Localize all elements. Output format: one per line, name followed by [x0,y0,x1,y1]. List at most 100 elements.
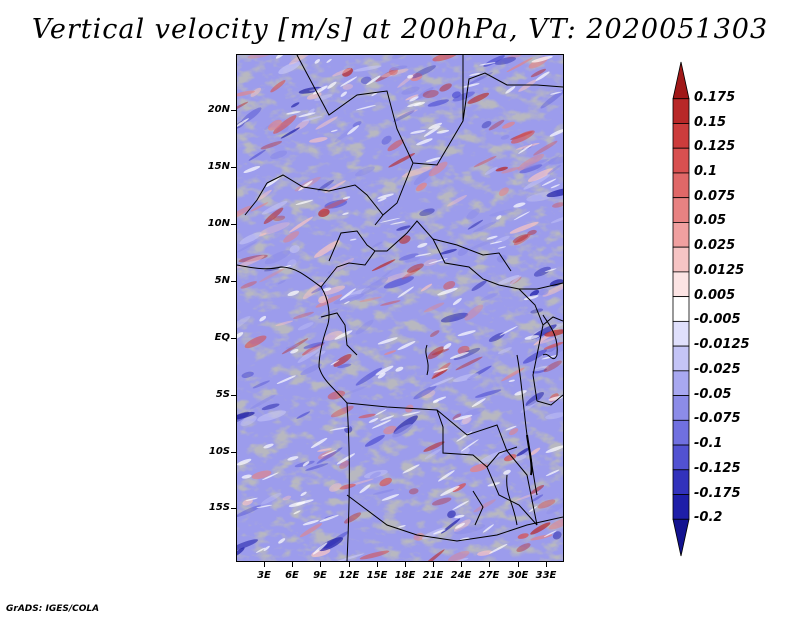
downdraft-patch [392,424,413,438]
updraft-patch [283,231,300,243]
neutral-streak [545,445,563,453]
neutral-streak [503,469,511,475]
neutral-streak [243,165,261,174]
neutral-streak [377,197,387,202]
neutral-streak [414,253,432,257]
updraft-patch [498,187,509,197]
downdraft-patch [489,208,518,217]
lon-label-12e: 12E [338,570,360,581]
colorbar-label: -0.025 [694,361,741,377]
neutral-streak [276,375,296,384]
neutral-streak [263,443,274,449]
updraft-patch [518,79,537,92]
colorbar-cell [672,469,690,495]
downdraft-patch [450,557,469,561]
downdraft-patch [280,127,300,139]
neutral-streak [371,92,378,97]
updraft-patch [359,296,382,303]
downdraft-patch [532,365,550,372]
lon-label-9e: 9E [313,570,327,581]
downdraft-patch [381,135,392,145]
downdraft-patch [520,399,539,413]
downdraft-patch [316,447,343,464]
neutral-streak [340,91,348,97]
neutral-streak [300,491,307,497]
downdraft-patch [440,312,469,323]
neutral-streak [545,469,560,477]
updraft-patch [502,121,515,129]
neutral-streak [409,96,419,102]
downdraft-patch [440,518,461,534]
colorbar-label: 0.15 [694,114,727,130]
updraft-patch [242,498,253,506]
updraft-patch [339,483,356,490]
updraft-patch [501,166,520,174]
downdraft-patch [314,94,333,102]
updraft-patch [402,166,433,178]
updraft-patch [543,341,563,350]
neutral-streak [321,449,338,457]
neutral-streak [407,74,414,79]
neutral-streak [505,425,517,431]
neutral-streak [286,111,301,115]
updraft-patch [508,428,519,436]
neutral-streak [265,175,281,187]
neutral-streak [505,86,516,94]
neutral-streak [368,417,379,423]
neutral-streak [416,138,433,146]
updraft-patch [443,280,456,290]
updraft-patch [380,300,401,306]
downdraft-patch [516,447,531,457]
neutral-streak [397,286,414,298]
updraft-patch [464,304,484,321]
neutral-streak [550,91,563,95]
updraft-patch [388,153,416,168]
updraft-patch [324,330,343,341]
updraft-patch [259,222,290,235]
downdraft-patch [261,403,280,411]
updraft-patch [501,367,525,382]
downdraft-patch [355,367,383,386]
downdraft-patch [546,495,563,515]
colorbar-cell [672,98,690,124]
neutral-streak [433,367,448,373]
updraft-patch [447,550,470,561]
downdraft-patch [466,208,480,220]
lon-tick [461,562,462,567]
updraft-patch [324,180,346,194]
lon-tick [546,562,547,567]
updraft-patch [533,140,558,156]
downdraft-patch [318,537,344,552]
updraft-patch [333,353,352,367]
neutral-streak [410,129,426,134]
neutral-streak [390,221,406,225]
neutral-streak [275,55,285,59]
updraft-patch [408,488,419,495]
downdraft-patch [261,200,288,215]
updraft-patch [237,90,255,97]
neutral-streak [375,365,394,376]
downdraft-patch [261,492,282,505]
downdraft-patch [398,253,419,261]
updraft-patch [544,329,563,337]
neutral-streak [531,55,553,63]
lat-label-5s: 5S [215,389,230,400]
downdraft-patch [549,279,563,287]
downdraft-patch [427,99,449,107]
downdraft-patch [391,55,409,59]
neutral-streak [340,76,358,87]
downdraft-patch [546,187,563,198]
updraft-patch [384,350,397,355]
colorbar-label: -0.05 [694,386,732,402]
lon-tick [292,562,293,567]
updraft-patch [511,130,535,144]
neutral-streak [541,178,557,186]
neutral-streak [535,71,550,81]
updraft-patch [263,207,284,225]
updraft-patch [506,57,533,73]
lat-label-20n: 20N [207,104,230,115]
neutral-streak [263,545,270,552]
downdraft-patch [508,454,527,462]
neutral-streak [326,58,332,63]
updraft-patch [473,155,497,168]
